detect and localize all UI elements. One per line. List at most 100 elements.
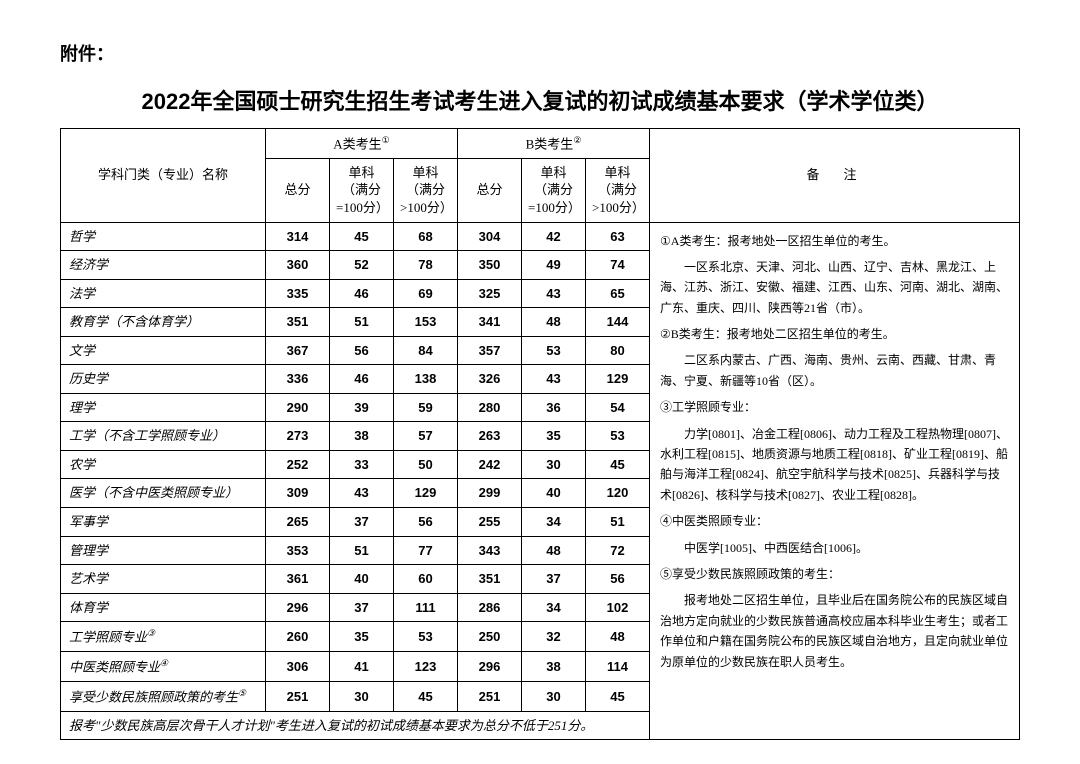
header-notes: 备注 — [650, 129, 1020, 223]
score-cell: 341 — [458, 308, 522, 337]
page-title: 2022年全国硕士研究生招生考试考生进入复试的初试成绩基本要求（学术学位类） — [60, 84, 1020, 116]
score-cell: 43 — [330, 479, 394, 508]
header-b-o100: 单科（满分>100分） — [586, 158, 650, 222]
footer-cell: 报考"少数民族高层次骨干人才计划"考生进入复试的初试成绩基本要求为总分不低于25… — [61, 711, 650, 740]
score-cell: 120 — [586, 479, 650, 508]
score-cell: 68 — [394, 222, 458, 251]
score-cell: 59 — [394, 393, 458, 422]
score-cell: 51 — [330, 308, 394, 337]
score-cell: 32 — [522, 622, 586, 652]
score-cell: 361 — [266, 565, 330, 594]
score-cell: 51 — [586, 507, 650, 536]
score-cell: 367 — [266, 336, 330, 365]
header-subject: 学科门类（专业）名称 — [61, 129, 266, 223]
subject-cell: 经济学 — [61, 251, 266, 280]
subject-cell: 法学 — [61, 279, 266, 308]
score-cell: 144 — [586, 308, 650, 337]
score-cell: 46 — [330, 279, 394, 308]
header-group-a: A类考生① — [266, 129, 458, 159]
score-cell: 57 — [394, 422, 458, 451]
score-cell: 38 — [522, 652, 586, 682]
score-cell: 30 — [522, 450, 586, 479]
score-cell: 138 — [394, 365, 458, 394]
score-cell: 37 — [522, 565, 586, 594]
subject-cell: 中医类照顾专业④ — [61, 652, 266, 682]
score-cell: 74 — [586, 251, 650, 280]
header-b-total: 总分 — [458, 158, 522, 222]
score-cell: 129 — [586, 365, 650, 394]
score-cell: 351 — [458, 565, 522, 594]
score-cell: 60 — [394, 565, 458, 594]
score-cell: 37 — [330, 593, 394, 622]
score-cell: 80 — [586, 336, 650, 365]
score-cell: 336 — [266, 365, 330, 394]
score-cell: 40 — [330, 565, 394, 594]
score-cell: 35 — [330, 622, 394, 652]
score-cell: 326 — [458, 365, 522, 394]
score-cell: 309 — [266, 479, 330, 508]
score-cell: 129 — [394, 479, 458, 508]
subject-cell: 教育学（不含体育学） — [61, 308, 266, 337]
score-cell: 34 — [522, 507, 586, 536]
score-cell: 314 — [266, 222, 330, 251]
score-cell: 263 — [458, 422, 522, 451]
score-cell: 56 — [586, 565, 650, 594]
score-cell: 50 — [394, 450, 458, 479]
score-cell: 273 — [266, 422, 330, 451]
subject-cell: 艺术学 — [61, 565, 266, 594]
subject-cell: 哲学 — [61, 222, 266, 251]
score-cell: 102 — [586, 593, 650, 622]
score-cell: 56 — [330, 336, 394, 365]
score-cell: 30 — [522, 681, 586, 711]
score-cell: 34 — [522, 593, 586, 622]
score-cell: 255 — [458, 507, 522, 536]
score-cell: 65 — [586, 279, 650, 308]
score-cell: 111 — [394, 593, 458, 622]
score-cell: 51 — [330, 536, 394, 565]
score-cell: 53 — [586, 422, 650, 451]
subject-cell: 文学 — [61, 336, 266, 365]
subject-cell: 体育学 — [61, 593, 266, 622]
score-cell: 39 — [330, 393, 394, 422]
score-cell: 114 — [586, 652, 650, 682]
score-cell: 335 — [266, 279, 330, 308]
score-cell: 38 — [330, 422, 394, 451]
header-b-s100: 单科（满分=100分） — [522, 158, 586, 222]
score-cell: 251 — [266, 681, 330, 711]
score-cell: 353 — [266, 536, 330, 565]
score-cell: 45 — [586, 681, 650, 711]
score-cell: 84 — [394, 336, 458, 365]
score-cell: 52 — [330, 251, 394, 280]
score-cell: 306 — [266, 652, 330, 682]
score-cell: 299 — [458, 479, 522, 508]
score-cell: 296 — [458, 652, 522, 682]
header-a-s100: 单科（满分=100分） — [330, 158, 394, 222]
notes-cell: ①A类考生：报考地处一区招生单位的考生。一区系北京、天津、河北、山西、辽宁、吉林… — [650, 222, 1020, 740]
score-cell: 252 — [266, 450, 330, 479]
subject-cell: 医学（不含中医类照顾专业） — [61, 479, 266, 508]
score-cell: 45 — [330, 222, 394, 251]
score-cell: 49 — [522, 251, 586, 280]
score-cell: 242 — [458, 450, 522, 479]
score-cell: 53 — [394, 622, 458, 652]
attachment-label: 附件： — [60, 40, 1020, 66]
score-cell: 351 — [266, 308, 330, 337]
subject-cell: 历史学 — [61, 365, 266, 394]
score-cell: 56 — [394, 507, 458, 536]
score-cell: 46 — [330, 365, 394, 394]
subject-cell: 工学照顾专业③ — [61, 622, 266, 652]
score-cell: 45 — [586, 450, 650, 479]
score-cell: 63 — [586, 222, 650, 251]
table-row: 哲学31445683044263①A类考生：报考地处一区招生单位的考生。一区系北… — [61, 222, 1020, 251]
score-cell: 265 — [266, 507, 330, 536]
score-cell: 53 — [522, 336, 586, 365]
score-cell: 48 — [586, 622, 650, 652]
score-cell: 280 — [458, 393, 522, 422]
score-cell: 260 — [266, 622, 330, 652]
score-cell: 54 — [586, 393, 650, 422]
subject-cell: 军事学 — [61, 507, 266, 536]
score-cell: 153 — [394, 308, 458, 337]
score-cell: 42 — [522, 222, 586, 251]
subject-cell: 工学（不含工学照顾专业） — [61, 422, 266, 451]
score-cell: 37 — [330, 507, 394, 536]
